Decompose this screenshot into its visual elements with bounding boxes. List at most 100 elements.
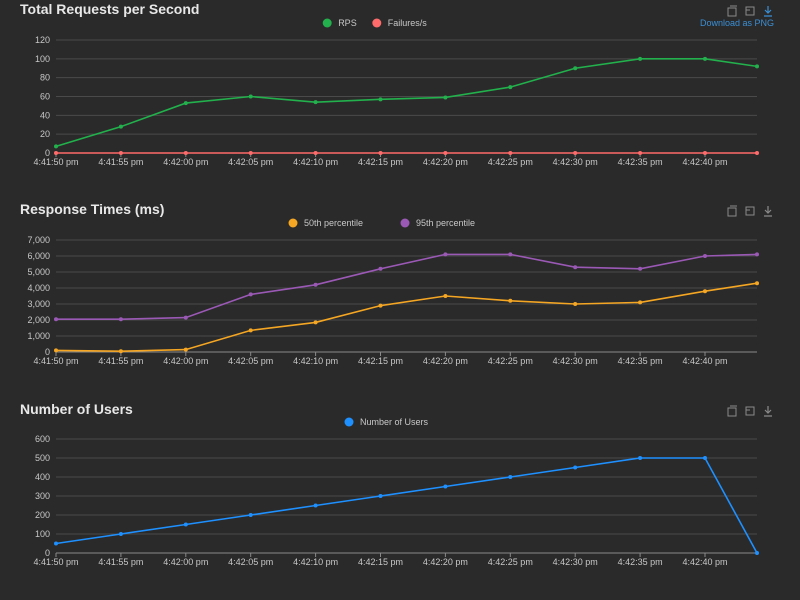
data-point xyxy=(703,254,707,258)
data-point xyxy=(378,266,383,271)
restore-icon[interactable] xyxy=(726,205,738,217)
x-tick-label: 4:42:05 pm xyxy=(228,157,273,167)
download-png-link[interactable]: Download as PNG xyxy=(699,18,774,28)
data-point xyxy=(118,532,123,536)
rps-chart-panel: Total Requests per Second Download as PN… xyxy=(0,0,800,180)
legend-marker xyxy=(372,18,382,28)
data-point xyxy=(443,95,448,100)
response-times-chart-title: Response Times (ms) xyxy=(20,201,165,217)
data-point xyxy=(54,144,58,149)
legend-label: Failures/s xyxy=(388,18,428,28)
x-tick-label: 4:42:15 pm xyxy=(358,557,403,567)
users-chart-title: Number of Users xyxy=(20,401,133,417)
data-point xyxy=(443,252,448,257)
data-point xyxy=(54,151,58,155)
data-point xyxy=(54,541,58,546)
data-point xyxy=(248,292,253,297)
zoom-icon[interactable] xyxy=(744,205,756,217)
y-tick-label: 3,000 xyxy=(27,299,50,309)
x-tick-label: 4:42:00 pm xyxy=(163,157,208,167)
users-toolbox xyxy=(726,405,774,417)
series-line xyxy=(55,457,758,554)
legend-label: 50th percentile xyxy=(304,218,363,228)
response-times-toolbox xyxy=(726,205,774,217)
x-tick-label: 4:41:50 pm xyxy=(33,557,78,567)
data-point xyxy=(54,317,58,322)
x-tick-label: 4:42:40 pm xyxy=(682,557,727,567)
rps-chart-title: Total Requests per Second xyxy=(20,1,200,17)
x-tick-label: 4:42:35 pm xyxy=(618,557,663,567)
data-point xyxy=(183,315,188,320)
data-point xyxy=(703,56,707,61)
data-point xyxy=(703,151,707,155)
data-point xyxy=(638,151,643,155)
y-tick-label: 4,000 xyxy=(27,283,50,293)
y-tick-label: 0 xyxy=(45,548,50,558)
data-point xyxy=(508,298,513,303)
rps-chart: 0 20 40 60 80 100 120 4:41:50 pm 4:41:55 pm 4:42:… xyxy=(33,18,759,167)
download-icon[interactable] xyxy=(762,205,774,217)
rps-toolbox xyxy=(726,5,774,17)
y-tick-label: 0 xyxy=(45,148,50,158)
data-point xyxy=(755,281,759,286)
x-tick-label: 4:42:30 pm xyxy=(553,557,598,567)
data-point xyxy=(508,475,513,479)
y-tick-label: 300 xyxy=(35,491,50,501)
data-point xyxy=(443,151,448,155)
y-tick-label: 400 xyxy=(35,472,50,482)
zoom-icon[interactable] xyxy=(744,405,756,417)
series-line xyxy=(55,58,758,148)
y-tick-label: 20 xyxy=(40,129,50,139)
users-chart: 0 100 200 300 400 500 600 4:41:50 pm 4:41:55 pm 4… xyxy=(33,417,759,567)
data-point xyxy=(183,347,188,352)
x-tick-label: 4:42:35 pm xyxy=(618,157,663,167)
x-tick-label: 4:42:05 pm xyxy=(228,557,273,567)
x-tick-label: 4:42:25 pm xyxy=(488,356,533,366)
data-point xyxy=(755,151,759,155)
x-tick-label: 4:42:10 pm xyxy=(293,557,338,567)
download-icon[interactable] xyxy=(762,405,774,417)
legend-marker xyxy=(400,218,410,228)
y-tick-label: 1,000 xyxy=(27,331,50,341)
y-tick-label: 60 xyxy=(40,92,50,102)
download-icon[interactable] xyxy=(762,5,774,17)
data-point xyxy=(54,348,58,353)
x-tick-label: 4:42:15 pm xyxy=(358,157,403,167)
data-point xyxy=(183,522,188,527)
y-tick-label: 0 xyxy=(45,347,50,357)
data-point xyxy=(638,266,643,271)
data-point xyxy=(443,294,448,298)
y-tick-label: 600 xyxy=(35,434,50,444)
restore-icon[interactable] xyxy=(726,5,738,17)
x-tick-label: 4:42:10 pm xyxy=(293,157,338,167)
y-tick-label: 2,000 xyxy=(27,315,50,325)
data-point xyxy=(573,465,578,470)
legend-label: 95th percentile xyxy=(416,218,475,228)
data-point xyxy=(313,100,318,105)
data-point xyxy=(508,85,513,90)
data-point xyxy=(638,56,643,61)
data-point xyxy=(573,151,578,155)
data-point xyxy=(248,151,253,155)
x-tick-label: 4:42:10 pm xyxy=(293,356,338,366)
x-tick-label: 4:42:30 pm xyxy=(553,356,598,366)
x-tick-label: 4:42:40 pm xyxy=(682,356,727,366)
x-tick-label: 4:41:55 pm xyxy=(98,557,143,567)
y-tick-label: 100 xyxy=(35,54,50,64)
legend-label: RPS xyxy=(338,18,357,28)
restore-icon[interactable] xyxy=(726,405,738,417)
data-point xyxy=(703,289,707,294)
x-tick-label: 4:42:00 pm xyxy=(163,356,208,366)
data-point xyxy=(638,456,643,460)
data-point xyxy=(508,151,513,155)
data-point xyxy=(313,320,318,325)
legend-marker xyxy=(344,417,354,427)
y-tick-label: 200 xyxy=(35,510,50,520)
zoom-icon[interactable] xyxy=(744,5,756,17)
y-tick-label: 100 xyxy=(35,529,50,539)
x-tick-label: 4:42:20 pm xyxy=(423,557,468,567)
x-tick-label: 4:42:05 pm xyxy=(228,356,273,366)
x-tick-label: 4:42:25 pm xyxy=(488,157,533,167)
x-tick-label: 4:41:55 pm xyxy=(98,356,143,366)
x-tick-label: 4:42:15 pm xyxy=(358,356,403,366)
